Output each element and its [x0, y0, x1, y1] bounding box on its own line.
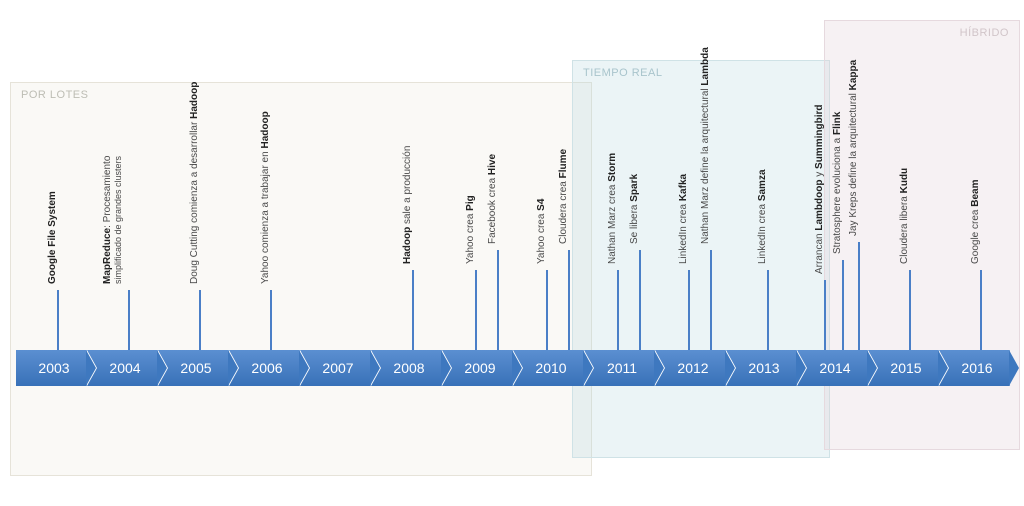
- year-row: 2003 2004 2005 2006 2007 2008 2009 2010 2011 2012…: [16, 350, 1010, 386]
- year-2005: 2005: [158, 350, 229, 386]
- event-tick-16: Jay Kreps define la arquitectural Kappa: [858, 242, 860, 350]
- year-2007: 2007: [300, 350, 371, 386]
- year-2015: 2015: [868, 350, 939, 386]
- event-tick-0: Google File System: [57, 290, 59, 350]
- year-2004: 2004: [87, 350, 158, 386]
- event-tick-5: Yahoo crea Pig: [475, 270, 477, 350]
- event-tick-9: Nathan Marz crea Storm: [617, 270, 619, 350]
- event-label-17: Cloudera libera Kudu: [899, 168, 910, 266]
- year-2012: 2012: [655, 350, 726, 386]
- event-label-2: Doug Cutting comienza a desarrollar Hado…: [189, 82, 200, 286]
- event-label-13: LinkedIn crea Samza: [757, 169, 768, 266]
- event-label-5: Yahoo crea Pig: [465, 195, 476, 266]
- event-tick-4: Hadoop sale a producción: [412, 270, 414, 350]
- event-label-9: Nathan Marz crea Storm: [607, 153, 618, 266]
- event-label-3: Yahoo comienza a trabajar en Hadoop: [260, 111, 271, 286]
- year-label: 2013: [742, 360, 779, 376]
- year-2009: 2009: [442, 350, 513, 386]
- year-label: 2004: [103, 360, 140, 376]
- year-label: 2012: [671, 360, 708, 376]
- event-tick-1: MapReduce: Procesamientosimplificado de …: [128, 290, 130, 350]
- event-label-16: Jay Kreps define la arquitectural Kappa: [848, 60, 859, 238]
- year-2010: 2010: [513, 350, 584, 386]
- event-label-7: Yahoo crea S4: [536, 199, 547, 266]
- event-tick-15: Stratosphere evoluciona a Flink: [842, 260, 844, 350]
- event-tick-6: Facebook crea Hive: [497, 250, 499, 350]
- event-tick-2: Doug Cutting comienza a desarrollar Hado…: [199, 290, 201, 350]
- event-tick-10: Se libera Spark: [639, 250, 641, 350]
- event-label-11: LinkedIn crea Kafka: [678, 174, 689, 266]
- year-2016: 2016: [939, 350, 1010, 386]
- event-label-14: Arrancan Lambdoop y Summingbird: [814, 105, 825, 276]
- event-tick-17: Cloudera libera Kudu: [909, 270, 911, 350]
- year-label: 2010: [529, 360, 566, 376]
- event-label-10: Se libera Spark: [629, 174, 640, 246]
- year-label: 2007: [316, 360, 353, 376]
- event-label-1: MapReduce: Procesamientosimplificado de …: [102, 156, 123, 286]
- year-label: 2006: [245, 360, 282, 376]
- year-label: 2016: [955, 360, 992, 376]
- year-2014: 2014: [797, 350, 868, 386]
- event-tick-18: Google crea Beam: [980, 270, 982, 350]
- year-label: 2005: [174, 360, 211, 376]
- year-label: 2009: [458, 360, 495, 376]
- year-label: 2011: [601, 360, 637, 376]
- year-2011: 2011: [584, 350, 655, 386]
- event-label-4: Hadoop sale a producción: [402, 146, 413, 266]
- event-label-15: Stratosphere evoluciona a Flink: [832, 112, 843, 256]
- event-label-12: Nathan Marz define la arquitectural Lamb…: [700, 47, 711, 246]
- event-tick-14: Arrancan Lambdoop y Summingbird: [824, 280, 826, 350]
- event-tick-12: Nathan Marz define la arquitectural Lamb…: [710, 250, 712, 350]
- event-tick-7: Yahoo crea S4: [546, 270, 548, 350]
- event-label-0: Google File System: [47, 191, 58, 286]
- year-2006: 2006: [229, 350, 300, 386]
- event-tick-13: LinkedIn crea Samza: [767, 270, 769, 350]
- year-2008: 2008: [371, 350, 442, 386]
- event-tick-11: LinkedIn crea Kafka: [688, 270, 690, 350]
- event-tick-8: Cloudera crea Flume: [568, 250, 570, 350]
- year-label: 2008: [387, 360, 424, 376]
- timeline-container: 2003 2004 2005 2006 2007 2008 2009 2010 2011 2012…: [16, 0, 1008, 506]
- year-label: 2003: [32, 360, 69, 376]
- event-label-18: Google crea Beam: [970, 179, 981, 266]
- year-2013: 2013: [726, 350, 797, 386]
- event-label-6: Facebook crea Hive: [487, 154, 498, 246]
- event-tick-3: Yahoo comienza a trabajar en Hadoop: [270, 290, 272, 350]
- year-label: 2014: [813, 360, 850, 376]
- event-label-8: Cloudera crea Flume: [558, 149, 569, 246]
- year-2003: 2003: [16, 350, 87, 386]
- year-label: 2015: [884, 360, 921, 376]
